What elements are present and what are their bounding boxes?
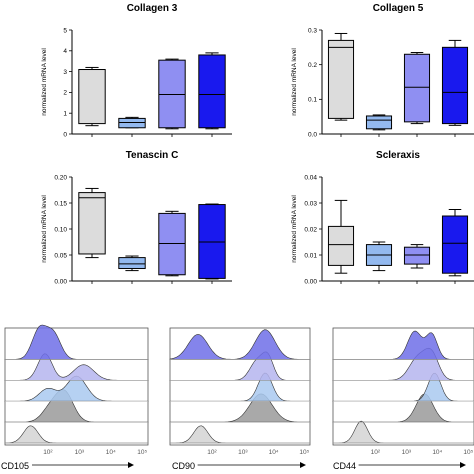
y-tick-label: 0.2 (308, 62, 317, 69)
x-tick-label: 10³ (75, 449, 85, 456)
y-tick-label: 0.1 (308, 97, 317, 104)
x-tick-label: 10² (371, 449, 381, 456)
box-iqr (327, 225, 355, 266)
y-tick-label: 2 (63, 90, 67, 97)
y-tick-label: 0.00 (304, 278, 317, 285)
box-chart-4: Scleraxis 0.00 0.01 0.02 0.03 0.04 normalized … (291, 150, 474, 285)
x-tick-label: 10² (43, 449, 53, 456)
y-axis-label: normalized mRNA level (41, 48, 48, 116)
box-iqr (198, 54, 226, 129)
flow-histogram-3: 10² 10³ 10⁴ 10⁵ CD44 (332, 327, 474, 471)
box-group-1 (78, 187, 106, 284)
box-group-1 (78, 66, 106, 137)
y-tick-label: 0.0 (308, 131, 317, 138)
x-tick-label: 10² (207, 449, 217, 456)
y-tick-label: 0.02 (304, 226, 317, 233)
box-group-4 (198, 52, 226, 137)
flow-histogram-2: 10² 10³ 10⁴ 10⁵ CD90 (169, 327, 311, 471)
y-tick-label: 0.05 (54, 252, 67, 259)
box-iqr (198, 204, 226, 279)
box-group-3 (403, 244, 431, 284)
arrow-head-icon (300, 462, 306, 468)
y-tick-label: 0.04 (304, 174, 317, 181)
flow-histogram-1: 10² 10³ 10⁴ 10⁵ CD105 (1, 324, 149, 471)
histogram-frame (332, 327, 474, 446)
y-tick-label: 0.20 (54, 174, 67, 181)
y-axis-label: normalized mRNA level (41, 195, 48, 263)
histogram-layer-5 (169, 329, 311, 360)
box-group-4 (198, 203, 226, 284)
box-chart-2: Collagen 5 0.0 0.1 0.2 0.3 normalized mRNA le… (291, 3, 474, 138)
y-axis-label: normalized mRNA level (291, 195, 298, 263)
box-group-2 (365, 114, 393, 137)
y-tick-label: 4 (63, 48, 67, 55)
x-axis-label: CD90 (172, 461, 195, 471)
box-iqr (441, 215, 469, 274)
box-iqr (158, 212, 186, 276)
box-chart-3: Tenascin C 0.00 0.05 0.10 0.15 0.20 normalized… (41, 150, 232, 285)
y-tick-label: 0.10 (54, 226, 67, 233)
box-iqr (327, 39, 355, 119)
box-iqr (78, 69, 106, 125)
x-axis-label: CD44 (333, 461, 356, 471)
x-tick-label: 10⁴ (269, 449, 279, 456)
box-iqr (158, 59, 186, 129)
box-group-2 (365, 241, 393, 284)
chart-title: Tenascin C (126, 150, 179, 161)
y-tick-label: 0.00 (54, 278, 67, 285)
arrow-head-icon (128, 462, 134, 468)
x-tick-label: 10⁴ (432, 449, 442, 456)
box-group-1 (327, 32, 355, 137)
box-group-3 (158, 58, 186, 137)
y-tick-label: 0.15 (54, 200, 67, 207)
box-iqr (118, 117, 146, 129)
x-tick-label: 10⁵ (299, 449, 309, 456)
box-group-1 (327, 199, 355, 284)
y-tick-label: 0 (63, 131, 67, 138)
x-axis-label: CD105 (1, 461, 29, 471)
y-tick-label: 1 (63, 111, 67, 118)
chart-title: Collagen 5 (373, 3, 424, 14)
box-iqr (365, 115, 393, 130)
box-group-4 (441, 39, 469, 137)
box-group-3 (158, 210, 186, 284)
y-tick-label: 5 (63, 27, 67, 34)
y-tick-label: 0.3 (308, 27, 317, 34)
x-tick-label: 10⁵ (463, 449, 473, 456)
arrow-head-icon (460, 462, 466, 468)
x-tick-label: 10⁵ (137, 449, 147, 456)
y-axis-label: normalized mRNA level (291, 48, 298, 116)
box-group-3 (403, 52, 431, 137)
box-iqr (118, 257, 146, 270)
y-tick-label: 0.01 (304, 252, 317, 259)
box-group-2 (118, 255, 146, 284)
x-tick-label: 10³ (402, 449, 412, 456)
y-tick-label: 0.03 (304, 200, 317, 207)
box-chart-1: Collagen 3 0 1 2 3 4 5 normalized mRNA level (41, 3, 232, 138)
box-iqr (78, 192, 106, 255)
box-iqr (403, 246, 431, 265)
x-tick-label: 10⁴ (106, 449, 116, 456)
chart-title: Scleraxis (376, 150, 420, 161)
y-tick-label: 3 (63, 69, 67, 76)
box-iqr (441, 46, 469, 125)
box-group-4 (441, 209, 469, 284)
x-tick-label: 10³ (238, 449, 248, 456)
box-iqr (403, 53, 431, 123)
box-group-2 (118, 116, 146, 137)
chart-title: Collagen 3 (127, 3, 178, 14)
